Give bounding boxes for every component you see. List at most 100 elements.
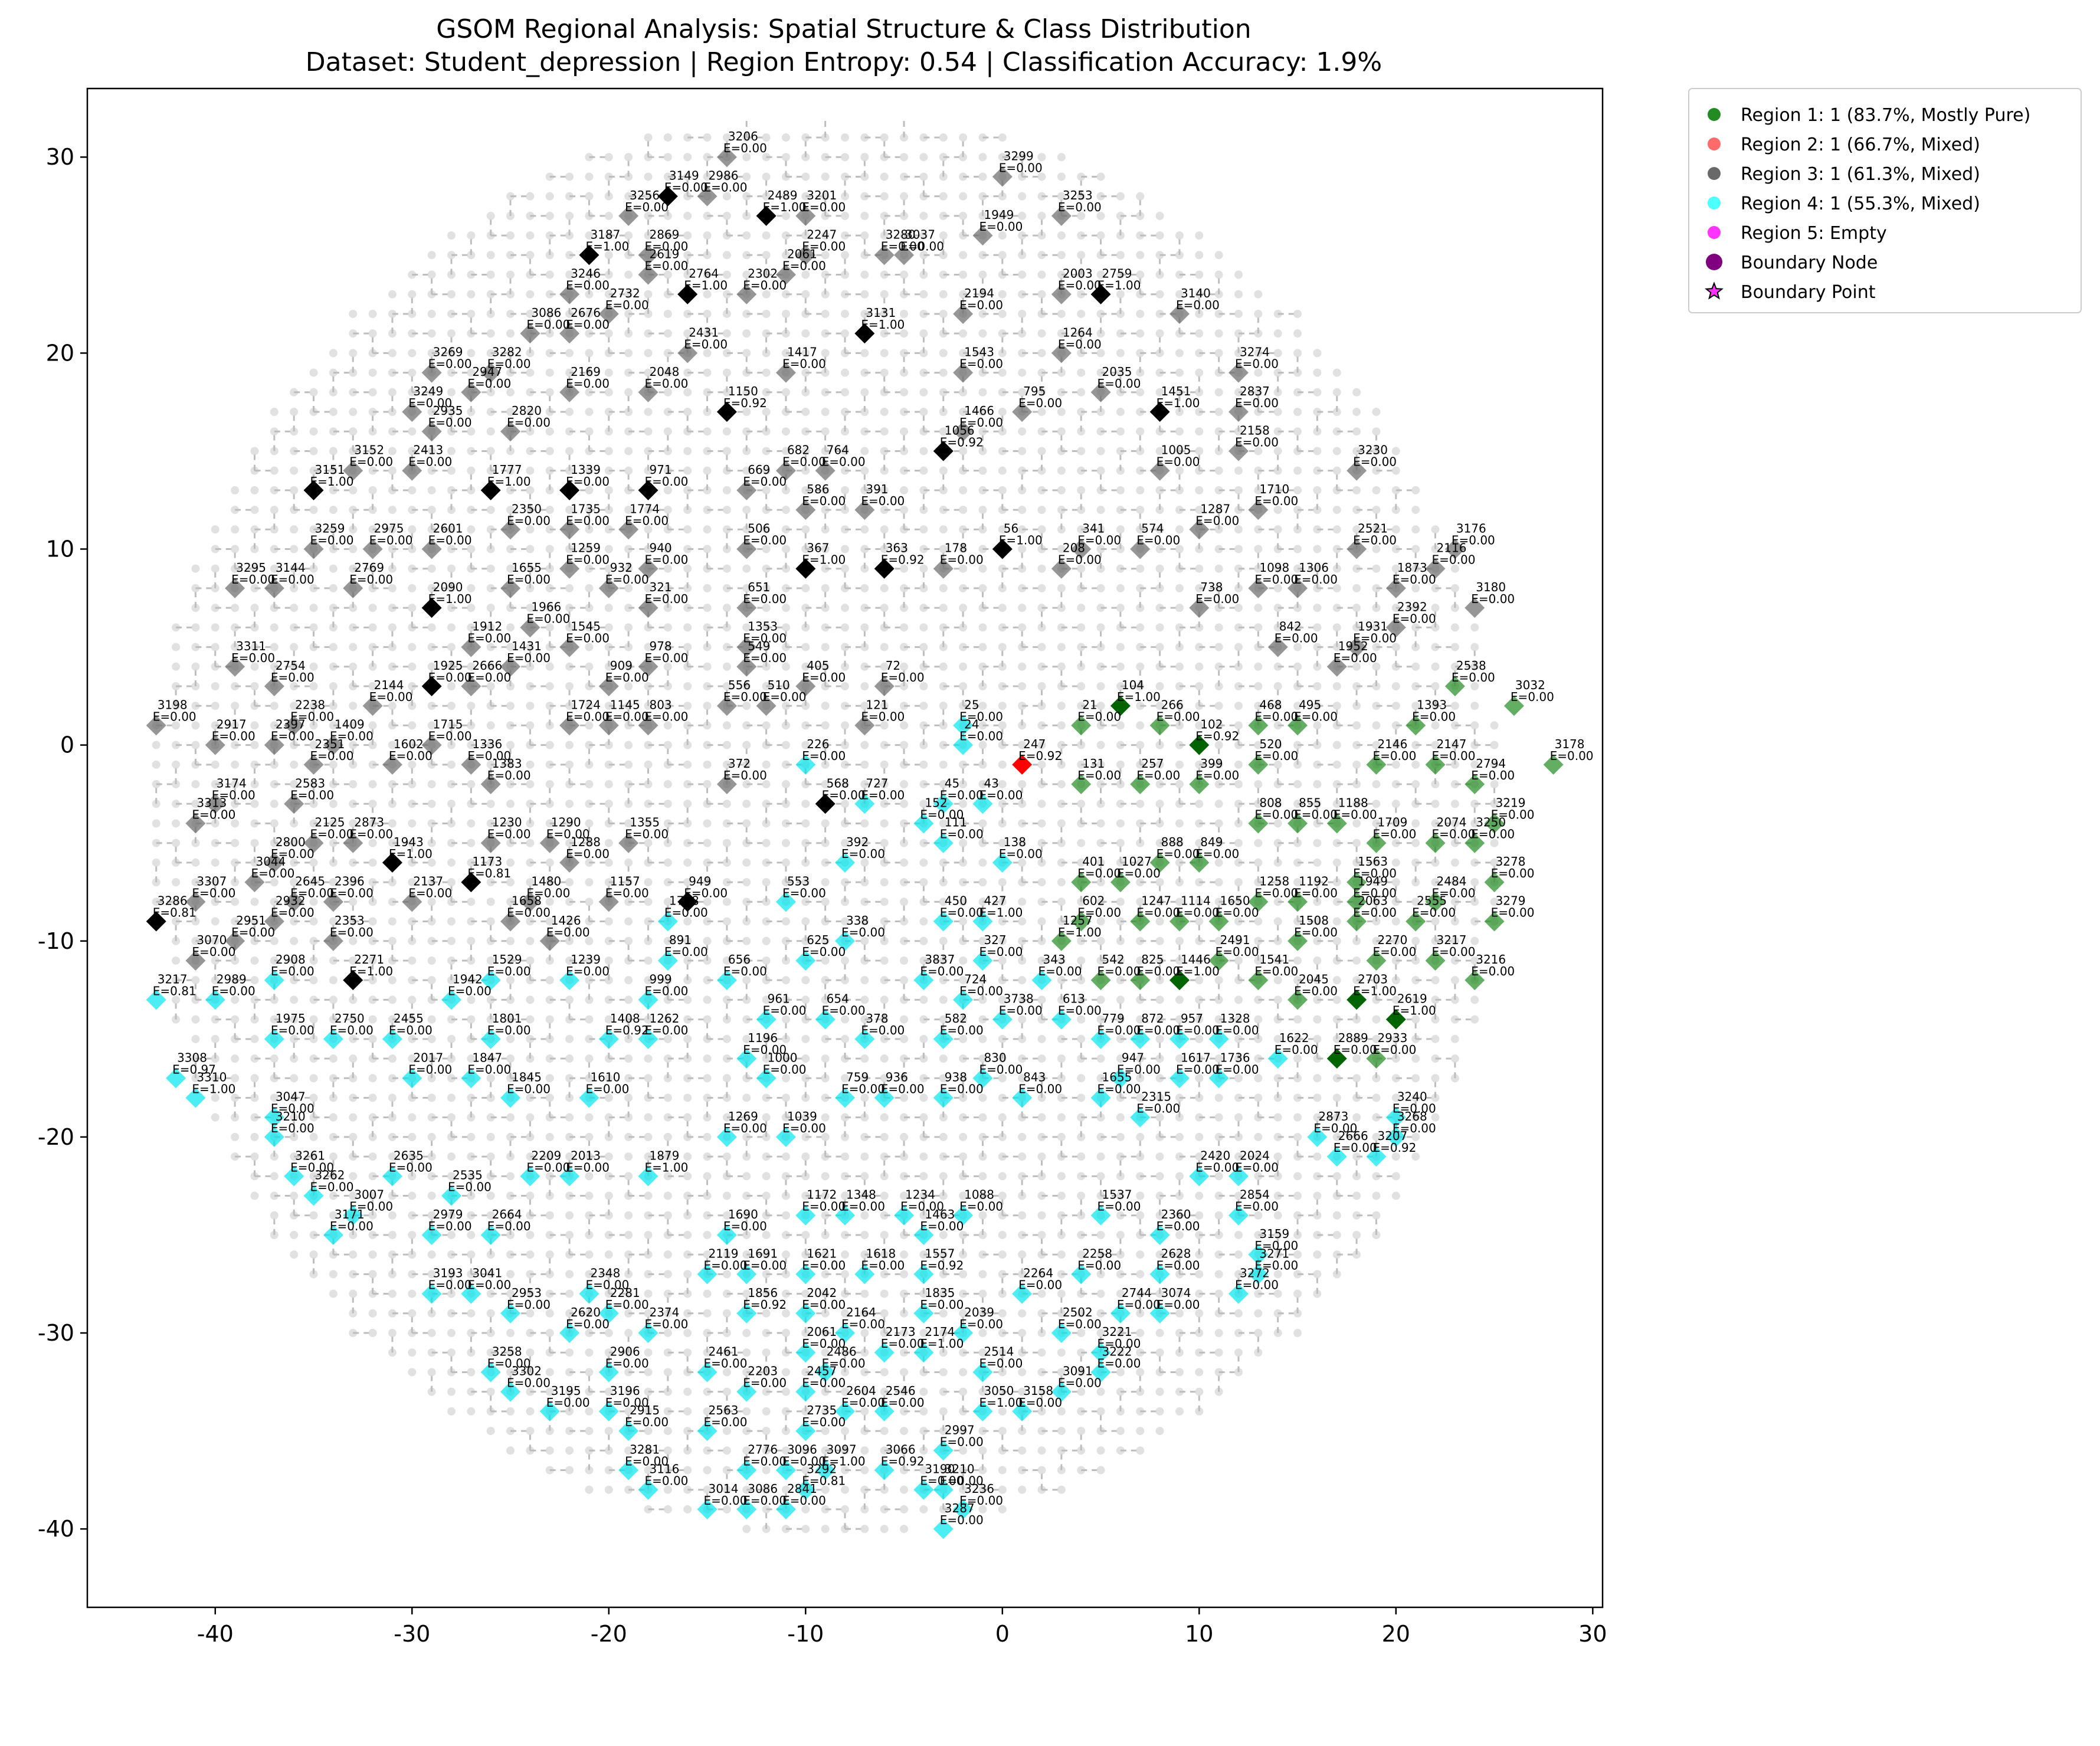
grid-neuron [526, 408, 535, 417]
grid-neuron [624, 623, 633, 632]
grid-neuron [526, 1427, 535, 1436]
grid-neuron [683, 1230, 692, 1239]
grid-neuron [545, 858, 554, 867]
grid-neuron [663, 1270, 672, 1279]
grid-neuron [663, 1368, 672, 1377]
grid-neuron [447, 1093, 456, 1102]
grid-neuron [565, 1446, 574, 1455]
grid-neuron [172, 662, 181, 671]
grid-neuron [939, 309, 948, 318]
grid-neuron [604, 1015, 613, 1024]
grid-neuron [959, 1152, 968, 1161]
grid-neuron [290, 878, 299, 887]
grid-neuron [880, 1054, 889, 1063]
grid-neuron [1037, 878, 1046, 887]
grid-neuron [624, 819, 633, 828]
grid-neuron [388, 290, 397, 299]
grid-neuron [644, 1348, 653, 1357]
grid-neuron [290, 408, 299, 417]
grid-neuron [604, 368, 613, 377]
grid-neuron [329, 878, 338, 887]
grid-neuron [683, 388, 692, 397]
grid-neuron [526, 1015, 535, 1024]
grid-neuron [309, 662, 318, 671]
grid-neuron [900, 153, 909, 162]
grid-neuron [486, 721, 495, 730]
grid-neuron [663, 1093, 672, 1102]
grid-neuron [683, 623, 692, 632]
grid-neuron [939, 133, 948, 142]
grid-neuron [408, 878, 417, 887]
grid-neuron [1116, 819, 1125, 828]
grid-neuron [978, 702, 987, 710]
grid-neuron [447, 1230, 456, 1239]
grid-neuron [604, 388, 613, 397]
grid-neuron [644, 643, 653, 651]
grid-neuron [742, 349, 751, 358]
grid-neuron [1116, 349, 1125, 358]
grid-neuron [900, 486, 909, 494]
grid-neuron [703, 897, 712, 906]
grid-neuron [722, 721, 731, 730]
grid-neuron [683, 1407, 692, 1416]
grid-neuron [1037, 290, 1046, 299]
grid-neuron [486, 329, 495, 338]
grid-neuron [506, 702, 515, 710]
grid-neuron [604, 917, 613, 926]
grid-neuron [900, 192, 909, 201]
grid-neuron [565, 819, 574, 828]
grid-neuron [1096, 1230, 1105, 1239]
grid-neuron [978, 584, 987, 592]
grid-neuron [1057, 584, 1066, 592]
grid-neuron [408, 838, 417, 847]
grid-neuron [526, 368, 535, 377]
grid-neuron [368, 604, 377, 612]
grid-neuron [683, 231, 692, 240]
grid-neuron [486, 251, 495, 260]
grid-neuron [270, 408, 279, 417]
grid-neuron [211, 936, 219, 945]
grid-neuron [1057, 1485, 1066, 1494]
grid-neuron [801, 917, 810, 926]
grid-neuron [191, 976, 200, 985]
grid-neuron [1096, 623, 1105, 632]
grid-neuron [368, 1093, 377, 1102]
grid-neuron [427, 309, 436, 318]
grid-neuron [427, 1211, 436, 1220]
grid-neuron [644, 1074, 653, 1083]
grid-neuron [250, 1152, 259, 1161]
grid-neuron [703, 1015, 712, 1024]
grid-neuron [211, 917, 219, 926]
grid-neuron [624, 153, 633, 162]
grid-neuron [742, 702, 751, 710]
grid-neuron [349, 309, 358, 318]
grid-neuron [585, 1250, 594, 1259]
grid-neuron [1136, 1191, 1145, 1200]
grid-neuron [880, 1289, 889, 1298]
grid-neuron [1116, 251, 1125, 260]
grid-neuron [821, 702, 830, 710]
grid-neuron [565, 1230, 574, 1239]
grid-neuron [939, 1368, 948, 1377]
grid-neuron [1018, 1309, 1027, 1318]
grid-neuron [270, 1211, 279, 1220]
grid-neuron [290, 525, 299, 534]
grid-neuron [506, 408, 515, 417]
grid-neuron [427, 721, 436, 730]
grid-neuron [683, 995, 692, 1004]
grid-neuron [1077, 1191, 1086, 1200]
grid-neuron [742, 1329, 751, 1338]
grid-neuron [1018, 1329, 1027, 1338]
grid-neuron [172, 760, 181, 769]
grid-neuron [388, 525, 397, 534]
grid-neuron [644, 368, 653, 377]
grid-neuron [427, 270, 436, 279]
grid-neuron [1077, 682, 1086, 690]
grid-neuron [1116, 643, 1125, 651]
grid-neuron [1018, 604, 1027, 612]
grid-neuron [801, 172, 810, 181]
grid-neuron [585, 819, 594, 828]
grid-neuron [860, 623, 869, 632]
grid-neuron [231, 525, 240, 534]
grid-neuron [939, 231, 948, 240]
